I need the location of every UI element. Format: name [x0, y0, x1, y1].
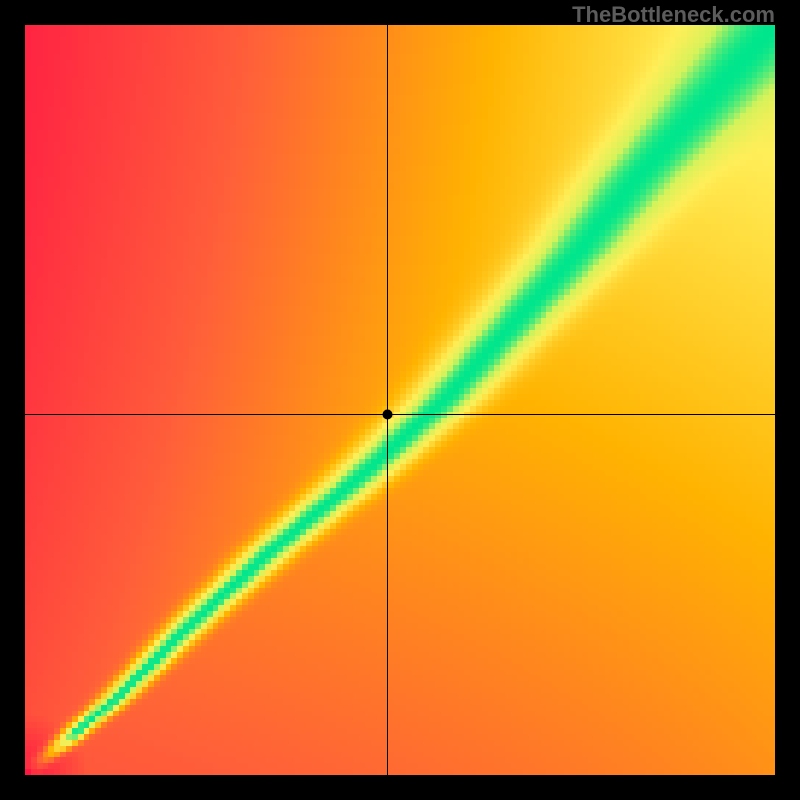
bottleneck-heatmap — [25, 25, 775, 775]
watermark-text: TheBottleneck.com — [572, 2, 775, 28]
chart-container: TheBottleneck.com — [0, 0, 800, 800]
